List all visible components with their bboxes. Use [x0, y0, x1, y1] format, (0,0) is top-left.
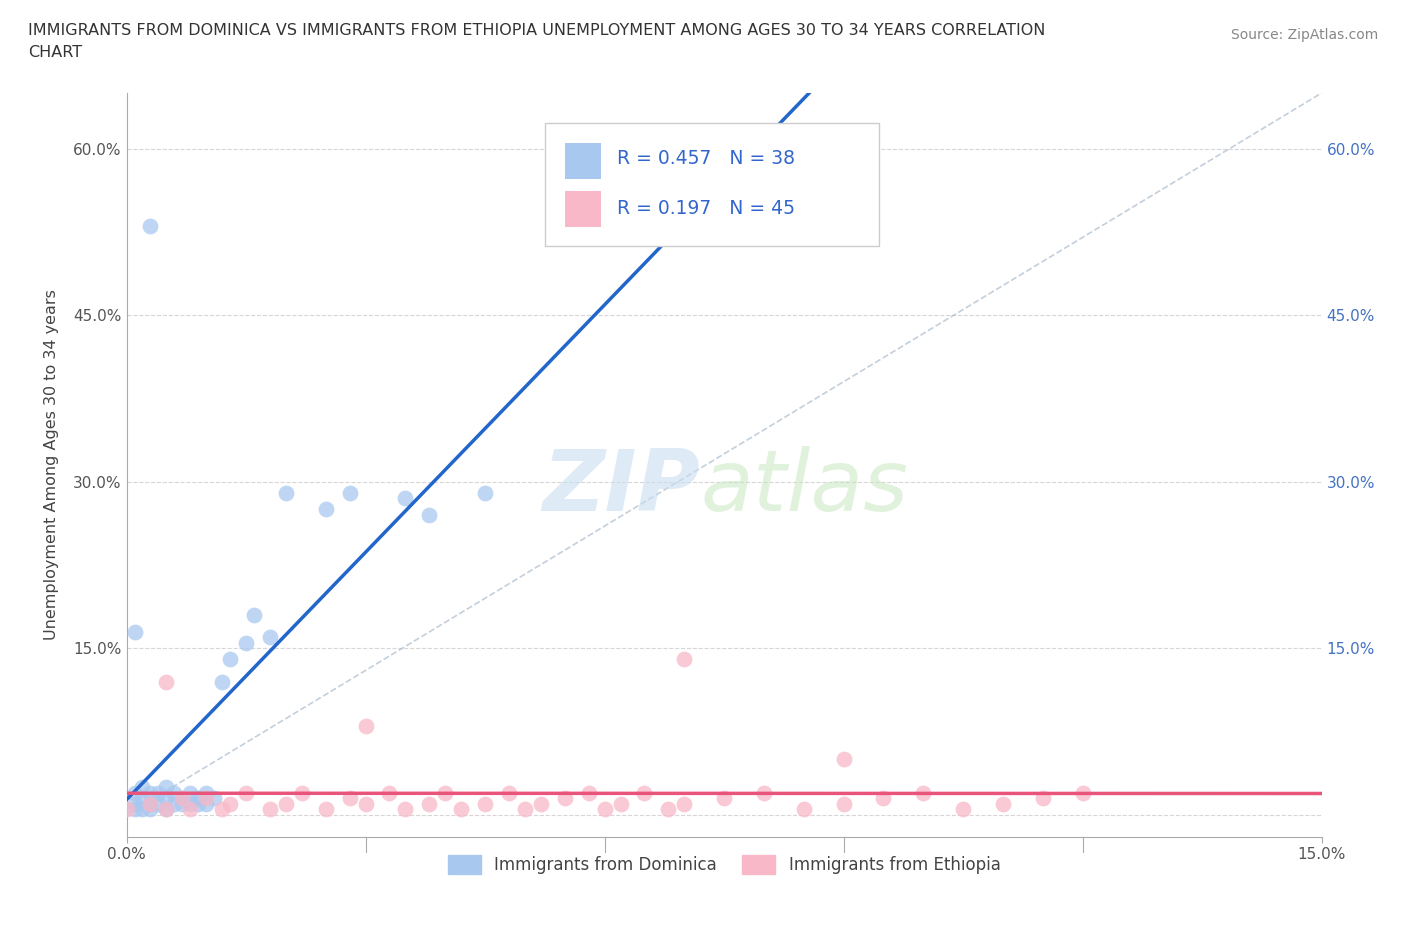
Point: [274, 796, 297, 811]
Point: [155, 802, 177, 817]
Point: [124, 624, 146, 639]
Point: [354, 796, 377, 811]
Point: [418, 508, 440, 523]
Text: R = 0.197   N = 45: R = 0.197 N = 45: [616, 199, 794, 218]
Point: [339, 790, 361, 805]
Text: Source: ZipAtlas.com: Source: ZipAtlas.com: [1230, 28, 1378, 42]
Point: [131, 790, 153, 805]
Point: [1032, 790, 1054, 805]
Bar: [565, 143, 600, 179]
Point: [187, 790, 209, 805]
Point: [195, 790, 218, 805]
Point: [832, 751, 855, 766]
Point: [593, 802, 616, 817]
Point: [131, 802, 153, 817]
Point: [673, 796, 696, 811]
Point: [211, 674, 233, 689]
Point: [315, 502, 337, 517]
Point: [450, 802, 472, 817]
Point: [179, 802, 201, 817]
Point: [235, 785, 257, 800]
Point: [139, 796, 162, 811]
Point: [243, 607, 266, 622]
Point: [163, 796, 186, 811]
Point: [513, 802, 536, 817]
Point: [115, 802, 138, 817]
Point: [554, 790, 576, 805]
Point: [155, 674, 177, 689]
Point: [139, 802, 162, 817]
Point: [172, 790, 194, 805]
Point: [155, 779, 177, 794]
Point: [498, 785, 520, 800]
Point: [474, 796, 496, 811]
Point: [474, 485, 496, 500]
Text: R = 0.457   N = 38: R = 0.457 N = 38: [616, 149, 794, 168]
Point: [187, 796, 209, 811]
Point: [124, 802, 146, 817]
Point: [609, 796, 631, 811]
Point: [235, 635, 257, 650]
Point: [211, 802, 233, 817]
Point: [1071, 785, 1094, 800]
Text: IMMIGRANTS FROM DOMINICA VS IMMIGRANTS FROM ETHIOPIA UNEMPLOYMENT AMONG AGES 30 : IMMIGRANTS FROM DOMINICA VS IMMIGRANTS F…: [28, 23, 1046, 38]
Bar: [565, 192, 600, 227]
Point: [378, 785, 401, 800]
Point: [418, 796, 440, 811]
Point: [952, 802, 974, 817]
Point: [793, 802, 815, 817]
Point: [274, 485, 297, 500]
Point: [752, 785, 775, 800]
Point: [991, 796, 1014, 811]
Point: [172, 796, 194, 811]
Point: [394, 802, 416, 817]
Point: [578, 785, 600, 800]
Legend: Immigrants from Dominica, Immigrants from Ethiopia: Immigrants from Dominica, Immigrants fro…: [441, 848, 1007, 881]
Point: [139, 785, 162, 800]
Y-axis label: Unemployment Among Ages 30 to 34 years: Unemployment Among Ages 30 to 34 years: [45, 289, 59, 641]
Point: [434, 785, 457, 800]
Point: [713, 790, 735, 805]
Point: [530, 796, 553, 811]
Point: [291, 785, 314, 800]
Point: [315, 802, 337, 817]
Point: [394, 491, 416, 506]
Point: [131, 779, 153, 794]
Point: [179, 796, 201, 811]
Point: [148, 785, 170, 800]
Point: [124, 785, 146, 800]
Point: [832, 796, 855, 811]
Point: [354, 719, 377, 734]
Point: [195, 785, 218, 800]
Point: [124, 796, 146, 811]
Point: [195, 796, 218, 811]
Point: [259, 802, 281, 817]
Point: [219, 652, 242, 667]
Point: [657, 802, 679, 817]
Point: [912, 785, 935, 800]
Point: [148, 796, 170, 811]
Point: [633, 785, 655, 800]
Text: ZIP: ZIP: [543, 445, 700, 529]
Point: [139, 219, 162, 233]
Point: [163, 785, 186, 800]
Point: [259, 630, 281, 644]
Point: [339, 485, 361, 500]
Point: [673, 652, 696, 667]
Point: [179, 785, 201, 800]
FancyBboxPatch shape: [544, 123, 880, 246]
Point: [172, 790, 194, 805]
Point: [202, 790, 225, 805]
Point: [219, 796, 242, 811]
Point: [872, 790, 894, 805]
Point: [155, 790, 177, 805]
Point: [139, 796, 162, 811]
Point: [155, 802, 177, 817]
Text: atlas: atlas: [700, 445, 908, 529]
Text: CHART: CHART: [28, 45, 82, 60]
